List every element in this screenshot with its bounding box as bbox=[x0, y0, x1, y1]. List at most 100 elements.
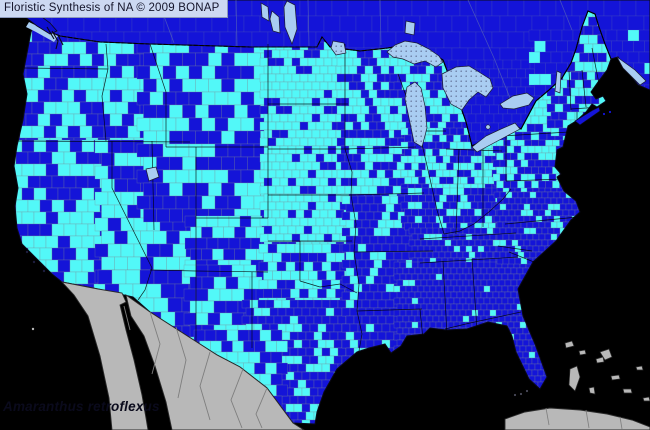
county bbox=[81, 259, 95, 273]
county bbox=[251, 31, 269, 49]
county bbox=[425, 81, 435, 91]
county bbox=[582, 79, 592, 89]
county bbox=[496, 233, 504, 241]
county bbox=[226, 329, 239, 342]
county bbox=[169, 156, 183, 171]
county bbox=[550, 111, 560, 121]
county bbox=[208, 52, 222, 67]
county bbox=[360, 57, 370, 67]
county bbox=[491, 31, 509, 49]
county bbox=[243, 264, 257, 278]
county bbox=[456, 155, 465, 164]
county bbox=[348, 177, 358, 187]
county bbox=[627, 29, 640, 42]
county bbox=[588, 34, 598, 45]
county bbox=[435, 321, 443, 329]
county bbox=[480, 251, 488, 259]
county bbox=[315, 89, 325, 99]
county bbox=[574, 79, 584, 89]
county bbox=[308, 252, 318, 263]
county bbox=[388, 161, 398, 171]
county bbox=[243, 15, 261, 33]
county bbox=[73, 89, 87, 103]
county bbox=[91, 125, 105, 139]
county bbox=[414, 315, 422, 323]
county bbox=[291, 89, 301, 99]
county bbox=[414, 227, 422, 235]
county bbox=[307, 137, 317, 147]
county bbox=[323, 121, 333, 131]
county bbox=[369, 331, 379, 341]
county bbox=[299, 252, 309, 263]
county bbox=[287, 65, 297, 75]
county bbox=[360, 153, 370, 163]
county bbox=[499, 227, 507, 235]
county bbox=[368, 153, 378, 163]
county bbox=[529, 191, 537, 199]
county bbox=[376, 137, 386, 147]
county bbox=[311, 225, 321, 235]
county bbox=[303, 145, 313, 155]
county bbox=[435, 285, 443, 293]
county bbox=[33, 211, 47, 225]
county bbox=[380, 129, 390, 139]
county bbox=[435, 233, 443, 241]
county bbox=[363, 31, 381, 49]
county bbox=[279, 145, 289, 155]
county bbox=[435, 273, 443, 281]
county bbox=[289, 315, 299, 325]
county bbox=[477, 245, 485, 253]
county bbox=[120, 191, 135, 206]
county bbox=[456, 141, 465, 150]
county bbox=[301, 355, 311, 365]
county bbox=[376, 185, 386, 195]
county bbox=[207, 312, 221, 326]
county bbox=[323, 185, 333, 195]
county bbox=[523, 0, 541, 17]
county bbox=[389, 89, 399, 99]
county bbox=[259, 329, 272, 342]
county bbox=[520, 209, 528, 217]
county bbox=[94, 165, 109, 180]
county bbox=[169, 208, 183, 223]
county bbox=[279, 129, 289, 139]
county bbox=[329, 299, 339, 309]
county bbox=[453, 245, 461, 253]
county bbox=[384, 185, 394, 195]
county bbox=[369, 219, 379, 229]
county bbox=[462, 279, 470, 287]
county bbox=[75, 271, 89, 285]
county bbox=[435, 155, 444, 164]
county bbox=[535, 191, 543, 199]
county bbox=[524, 166, 532, 175]
county bbox=[408, 315, 416, 323]
county bbox=[67, 125, 81, 139]
county bbox=[380, 177, 390, 187]
county bbox=[489, 309, 497, 317]
county bbox=[396, 327, 404, 335]
county bbox=[531, 369, 539, 377]
county bbox=[214, 65, 229, 80]
county bbox=[263, 225, 273, 235]
county bbox=[240, 143, 255, 158]
county bbox=[270, 329, 283, 342]
county bbox=[428, 169, 437, 178]
county bbox=[45, 187, 59, 201]
county bbox=[195, 156, 209, 171]
county bbox=[61, 65, 75, 79]
county bbox=[381, 275, 391, 285]
county bbox=[376, 73, 386, 83]
county bbox=[327, 145, 337, 155]
county bbox=[502, 209, 510, 217]
county bbox=[417, 273, 425, 281]
county bbox=[486, 251, 494, 259]
county bbox=[182, 52, 196, 67]
county bbox=[183, 312, 197, 326]
county bbox=[69, 211, 83, 225]
county bbox=[514, 233, 522, 241]
county bbox=[547, 215, 555, 223]
county bbox=[504, 303, 512, 311]
county bbox=[361, 203, 371, 213]
county bbox=[115, 101, 129, 115]
county bbox=[486, 239, 494, 247]
